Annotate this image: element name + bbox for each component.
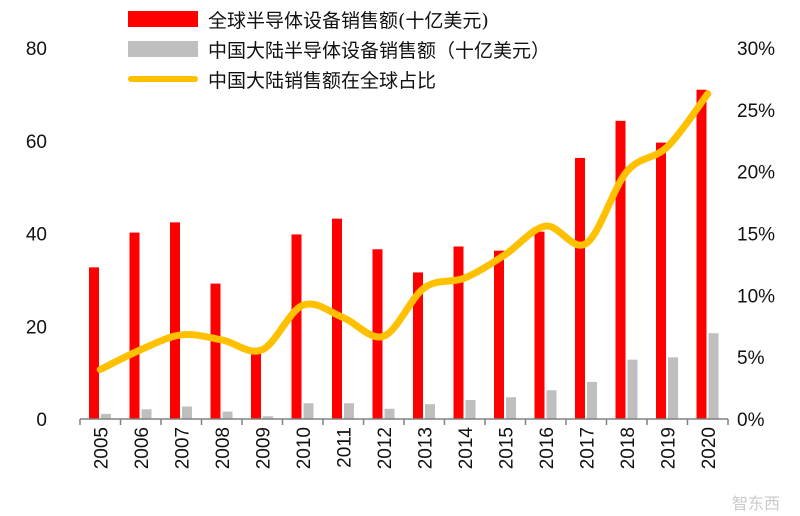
bar-china-2020 (708, 333, 719, 419)
x-tick-label: 2013 (415, 427, 436, 469)
right-y-tick-label: 25% (737, 101, 775, 122)
bar-global-2006 (129, 232, 140, 419)
left-y-tick-label: 0 (36, 410, 47, 431)
legend: 全球半导体设备销售额(十亿美元) 中国大陆半导体设备销售额（十亿美元） 中国大陆… (128, 4, 550, 94)
bar-china-2015 (506, 397, 516, 419)
bar-china-2007 (182, 406, 192, 419)
bar-china-2010 (303, 403, 314, 419)
legend-swatch-share (128, 76, 198, 82)
bar-china-2005 (101, 413, 111, 419)
bar-global-2011 (332, 218, 342, 419)
x-tick-label: 2017 (577, 427, 598, 469)
bar-china-2009 (263, 416, 273, 419)
bar-global-2009 (251, 348, 261, 419)
legend-swatch-global (128, 11, 198, 27)
legend-label-share: 中国大陆销售额在全球占比 (208, 69, 437, 92)
legend-label-global: 全球半导体设备销售额(十亿美元) (208, 9, 489, 32)
watermark: 智东西 (731, 494, 780, 513)
x-tick-label: 2015 (496, 427, 517, 469)
x-tick-label: 2016 (537, 427, 558, 469)
bar-global-2020 (696, 89, 707, 420)
bar-china-2011 (344, 403, 354, 419)
right-y-tick-label: 15% (737, 225, 775, 246)
x-tick-label: 2019 (658, 427, 679, 469)
legend-swatch-china (128, 41, 198, 57)
bar-global-2018 (615, 120, 626, 419)
legend-item-global: 全球半导体设备销售额(十亿美元) (128, 4, 550, 34)
bar-global-2015 (494, 250, 504, 419)
x-tick-label: 2007 (172, 427, 193, 469)
bar-global-2007 (170, 222, 180, 419)
bar-china-2012 (384, 408, 395, 419)
x-tick-label: 2020 (699, 427, 720, 469)
x-tick-label: 2009 (253, 427, 274, 469)
x-tick-label: 2005 (91, 427, 112, 469)
x-tick-label: 2011 (334, 427, 355, 468)
left-y-tick-label: 40 (26, 225, 47, 246)
bar-global-2017 (575, 157, 585, 419)
bar-global-2014 (453, 246, 464, 419)
right-y-tick-label: 30% (737, 39, 775, 60)
x-tick-label: 2012 (375, 427, 396, 469)
left-y-tick-label: 60 (26, 132, 47, 153)
bar-global-2019 (656, 142, 666, 420)
x-tick-label: 2006 (132, 427, 153, 469)
bar-china-2006 (141, 409, 152, 419)
left-y-tick-label: 20 (26, 317, 47, 338)
line-share (96, 90, 712, 374)
right-y-tick-label: 20% (737, 163, 775, 184)
legend-label-china: 中国大陆半导体设备销售额（十亿美元） (208, 39, 551, 62)
bar-china-2017 (587, 381, 597, 419)
bar-china-2014 (465, 399, 476, 419)
bar-global-2008 (210, 283, 221, 419)
legend-item-china: 中国大陆半导体设备销售额（十亿美元） (128, 34, 550, 64)
legend-item-share: 中国大陆销售额在全球占比 (128, 64, 550, 94)
x-tick-label: 2014 (456, 427, 477, 470)
bar-china-2013 (425, 404, 435, 419)
bar-global-2013 (413, 272, 423, 419)
x-tick-label: 2010 (294, 427, 315, 469)
right-y-tick-label: 0% (737, 410, 765, 431)
left-y-tick-label: 80 (26, 39, 47, 60)
bar-global-2016 (534, 231, 545, 419)
bar-global-2005 (89, 267, 99, 419)
bar-china-2018 (627, 359, 638, 419)
bar-global-2010 (291, 234, 302, 419)
x-tick-label: 2008 (213, 427, 234, 469)
bar-china-2008 (222, 411, 233, 419)
x-tick-label: 2018 (618, 427, 639, 469)
bar-china-2016 (546, 390, 557, 419)
right-y-tick-label: 10% (737, 286, 775, 307)
bar-china-2019 (668, 357, 678, 419)
right-y-tick-label: 5% (737, 348, 765, 369)
